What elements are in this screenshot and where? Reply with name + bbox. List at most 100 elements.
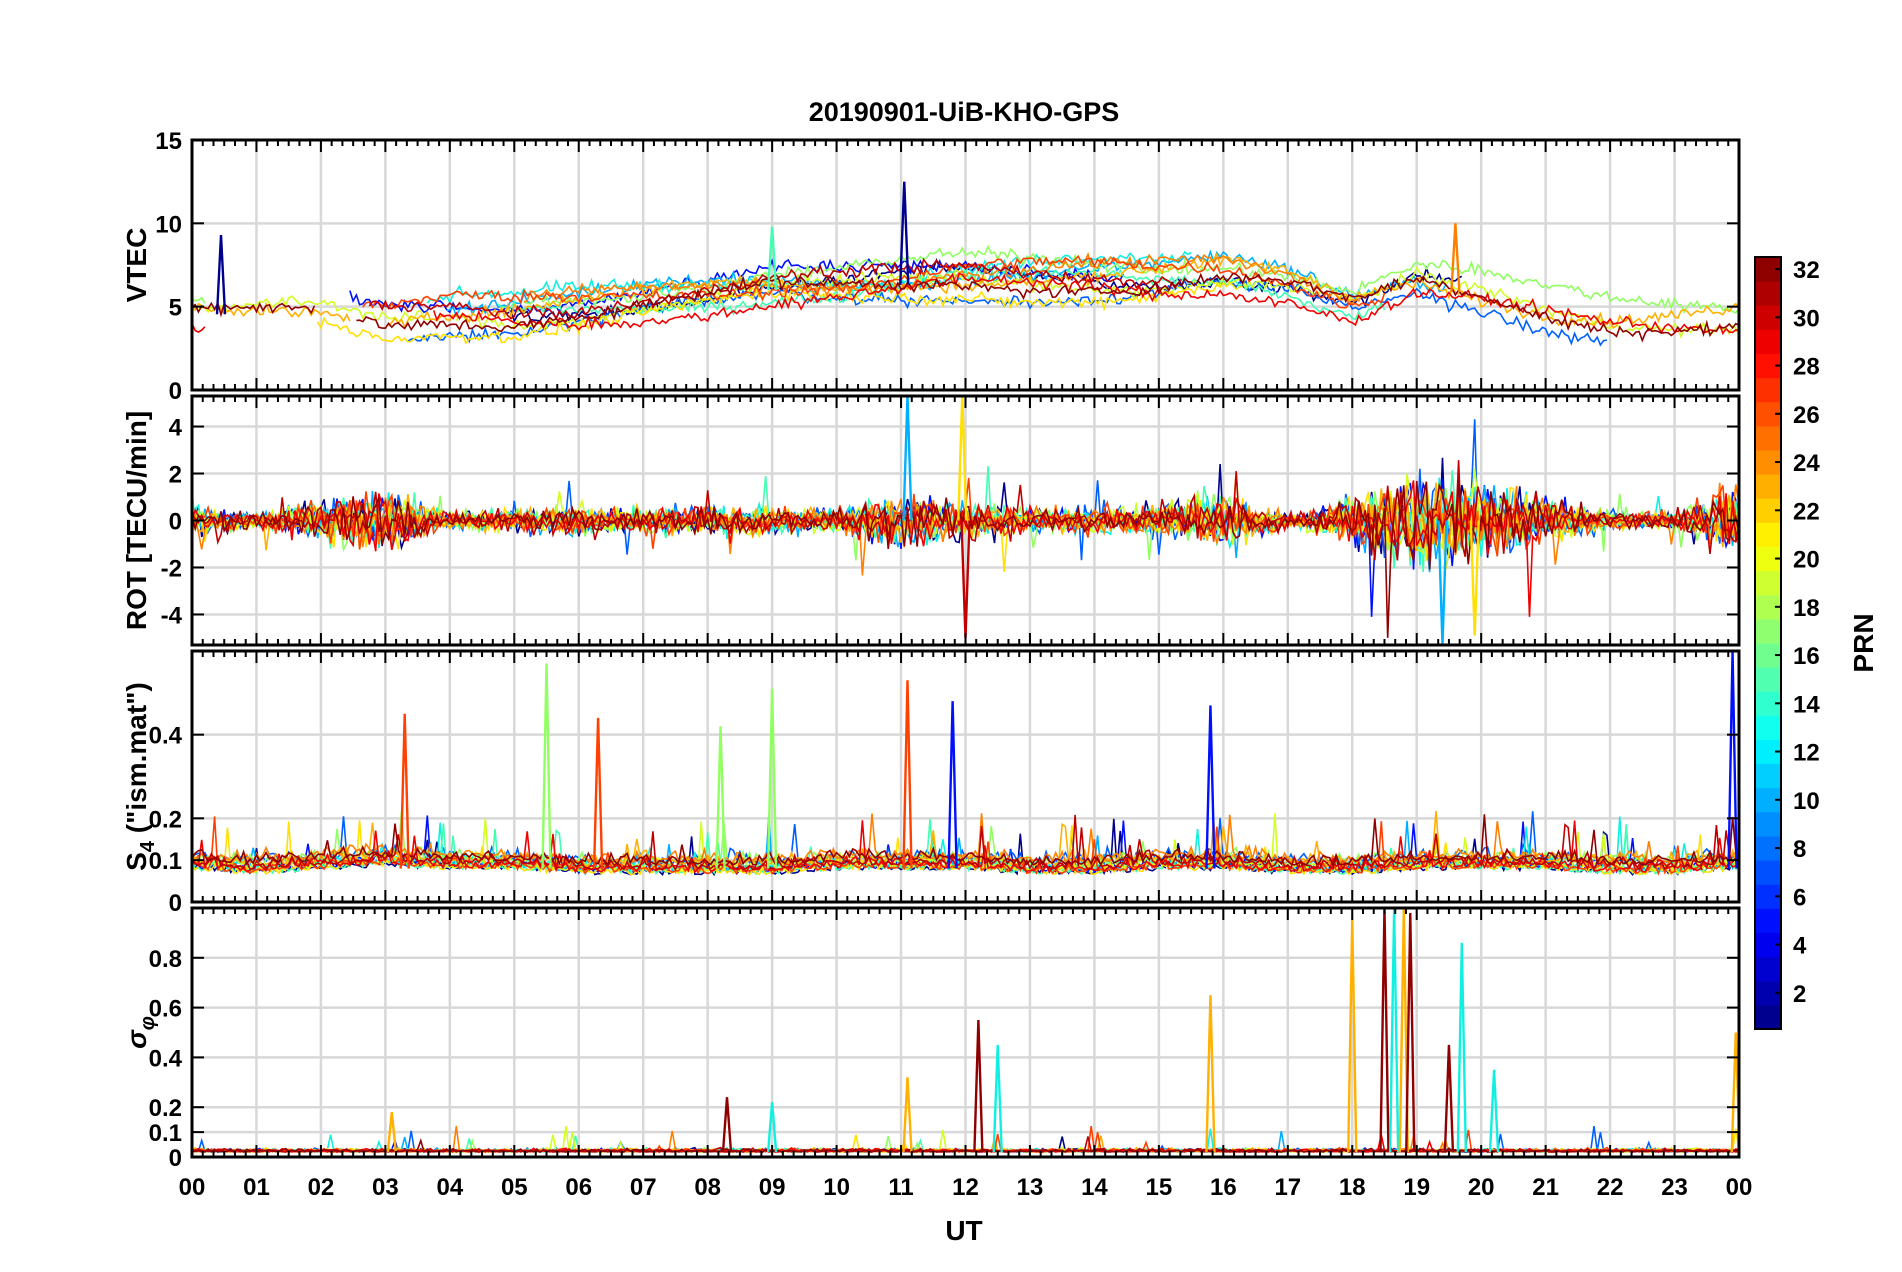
chart-title: 20190901-UiB-KHO-GPS [809, 97, 1120, 127]
y-axis-label-sub: 4 [137, 840, 159, 852]
colorbar-segment [1755, 329, 1781, 354]
x-tick-label: 02 [308, 1174, 335, 1201]
x-tick-label: 00 [179, 1174, 206, 1201]
colorbar-tick-label: 12 [1793, 740, 1820, 767]
y-tick-label: 0 [169, 378, 182, 405]
colorbar-segment [1755, 618, 1781, 644]
series-spike [1727, 651, 1738, 869]
y-tick-label: 15 [155, 128, 182, 155]
colorbar-segment [1755, 811, 1781, 837]
colorbar-segment [1755, 1004, 1781, 1030]
colorbar-tick-label: 32 [1793, 257, 1820, 284]
series-spike [992, 1044, 1003, 1153]
y-tick-label: 2 [169, 462, 182, 489]
y-axis-label: VTEC [121, 228, 152, 303]
y-tick-label: 0.2 [149, 1095, 182, 1122]
x-tick-label: 22 [1597, 1174, 1624, 1201]
colorbar-tick-label: 2 [1793, 981, 1806, 1008]
y-axis-label-main: S [121, 852, 152, 871]
series-group [192, 651, 1739, 877]
x-tick-label: 07 [630, 1174, 657, 1201]
series-line-prn-28 [192, 814, 1739, 872]
colorbar-segment [1755, 908, 1781, 933]
colorbar-tick-label: 6 [1793, 884, 1806, 911]
colorbar-tick-label: 26 [1793, 402, 1820, 429]
x-tick-label: 20 [1468, 1174, 1495, 1201]
x-tick-label: 21 [1532, 1174, 1559, 1201]
panel-s4: 00.10.20.4S4 ("ism.mat") [121, 649, 1741, 917]
x-tick-label: 05 [501, 1174, 528, 1201]
series-spike [947, 701, 958, 869]
colorbar-segment [1755, 281, 1781, 306]
x-tick-label: 03 [372, 1174, 399, 1201]
y-tick-label: 0.1 [149, 848, 182, 875]
series-line-prn-26 [192, 480, 1739, 617]
panel-sigma_phi: 00.10.2 0.4 0.6 0.8 σφ [121, 906, 1741, 1172]
series-spike [1456, 942, 1468, 1153]
colorbar-segment [1755, 425, 1781, 451]
series-spike [766, 1102, 778, 1153]
series-spike [902, 396, 913, 521]
x-axis-label: UT [945, 1215, 982, 1246]
y-tick-label: 0 [169, 890, 182, 917]
series-spike [1205, 705, 1216, 869]
series-spike [399, 713, 410, 869]
x-tick-label: 08 [694, 1174, 721, 1201]
x-tick-label: 16 [1210, 1174, 1237, 1201]
colorbar-frame [1754, 256, 1782, 1030]
series-spike [715, 726, 726, 869]
panel-vtec: 0 5 10 15 VTEC [121, 128, 1741, 405]
y-tick-label: 10 [155, 211, 182, 238]
y-axis-label: ROT [TECU/min] [121, 411, 152, 630]
x-tick-label: 19 [1403, 1174, 1430, 1201]
y-tick-label: 4 [169, 415, 183, 442]
x-tick-label: 17 [1274, 1174, 1301, 1201]
y-tick-label: -2 [161, 555, 182, 582]
x-axis-tick-labels: 00 01 02 03 04 05 06 07 08 09 10 11 12 13 14 15 16 17 18 19… [179, 1174, 1753, 1201]
y-tick-label: 0.2 [149, 806, 182, 833]
series-spike [899, 181, 910, 285]
series-spike [1437, 520, 1448, 645]
x-tick-label: 10 [823, 1174, 850, 1201]
series-group [192, 181, 1739, 347]
series-group [192, 396, 1739, 645]
colorbar-segment [1755, 956, 1781, 982]
series-spike [973, 1020, 984, 1153]
x-tick-label: 01 [243, 1174, 270, 1201]
y-tick-label: 5 [169, 295, 182, 322]
y-axis-label: S4 ("ism.mat") [121, 682, 159, 871]
series-spike [766, 226, 778, 291]
series-line-prn-30 [192, 814, 1739, 868]
series-spike [957, 396, 968, 521]
colorbar-segment [1755, 377, 1781, 403]
series-spike [1488, 1069, 1500, 1153]
colorbar-tick-label: 28 [1793, 354, 1820, 381]
colorbar-segment [1755, 860, 1781, 885]
series-line-prn-26 [192, 272, 1739, 336]
colorbar-segment [1755, 667, 1781, 692]
y-axis-label-sub: φ [137, 1016, 159, 1030]
y-tick-label: -4 [161, 602, 183, 629]
colorbar-tick-label: 24 [1793, 450, 1820, 477]
colorbar-tick-label: 4 [1793, 933, 1807, 960]
colorbar-tick-label: 22 [1793, 498, 1820, 525]
x-tick-label: 23 [1661, 1174, 1688, 1201]
series-spike [592, 717, 604, 869]
y-axis-label-rest: ("ism.mat") [121, 682, 152, 841]
series-spike [1450, 223, 1461, 293]
series-spike [215, 234, 227, 315]
y-tick-label: 0.6 [149, 996, 182, 1023]
series-spike [1379, 908, 1390, 1153]
series-spike [1388, 908, 1400, 1153]
series-line-prn-10 [426, 250, 1192, 305]
y-tick-label: 0 [169, 509, 182, 536]
colorbar-tick-label: 18 [1793, 595, 1820, 622]
series-line-prn-12 [192, 818, 1739, 876]
x-tick-label: 11 [888, 1174, 913, 1201]
x-tick-label: 00 [1726, 1174, 1753, 1201]
y-tick-label: 0 [169, 1145, 182, 1172]
y-tick-label: 0.1 [149, 1120, 182, 1147]
series-spike [766, 688, 778, 869]
